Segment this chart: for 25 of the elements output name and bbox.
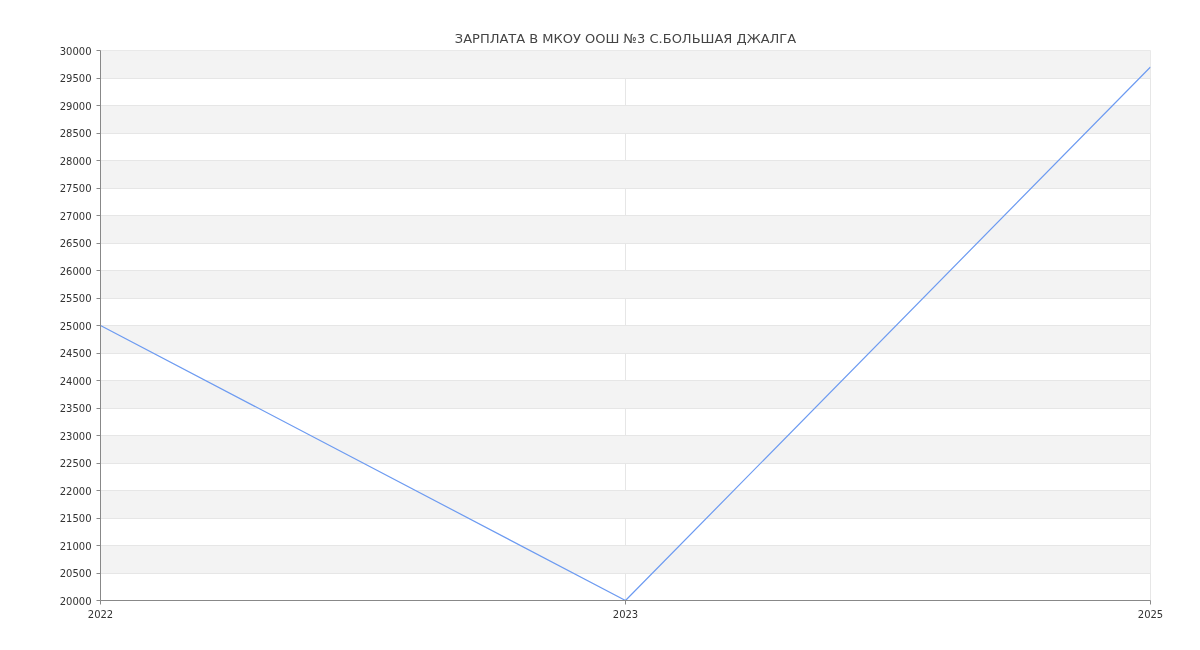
y-tick-label: 28000 bbox=[59, 155, 92, 167]
y-tick-label: 26000 bbox=[59, 265, 92, 277]
y-tick-label: 27000 bbox=[59, 210, 92, 222]
y-tick-label: 22500 bbox=[59, 458, 92, 469]
y-tick-label: 24500 bbox=[59, 348, 92, 359]
y-tick-label: 27500 bbox=[59, 183, 92, 194]
y-tick-label: 30000 bbox=[59, 45, 92, 57]
y-tick-label: 22000 bbox=[59, 485, 92, 497]
y-tick-label: 20500 bbox=[59, 568, 92, 579]
chart-title: ЗАРПЛАТА В МКОУ ООШ №3 С.БОЛЬШАЯ ДЖАЛГА bbox=[454, 30, 797, 46]
y-tick-label: 29500 bbox=[59, 73, 92, 84]
x-tick-label: 2023 bbox=[612, 608, 639, 620]
x-tick-label: 2022 bbox=[87, 608, 114, 620]
y-tick-label: 23500 bbox=[59, 403, 92, 414]
y-tick-label: 25000 bbox=[59, 320, 92, 332]
y-tick-label: 23000 bbox=[59, 430, 92, 442]
y-tick-label: 28500 bbox=[59, 128, 92, 139]
y-tick-label: 20000 bbox=[59, 595, 92, 607]
y-tick-label: 26500 bbox=[59, 238, 92, 249]
y-tick-label: 21000 bbox=[59, 540, 92, 552]
y-tick-label: 25500 bbox=[59, 293, 92, 304]
x-tick-label: 2025 bbox=[1137, 608, 1164, 620]
y-tick-label: 24000 bbox=[59, 375, 92, 387]
y-tick-label: 21500 bbox=[59, 513, 92, 524]
y-tick-label: 29000 bbox=[59, 100, 92, 112]
